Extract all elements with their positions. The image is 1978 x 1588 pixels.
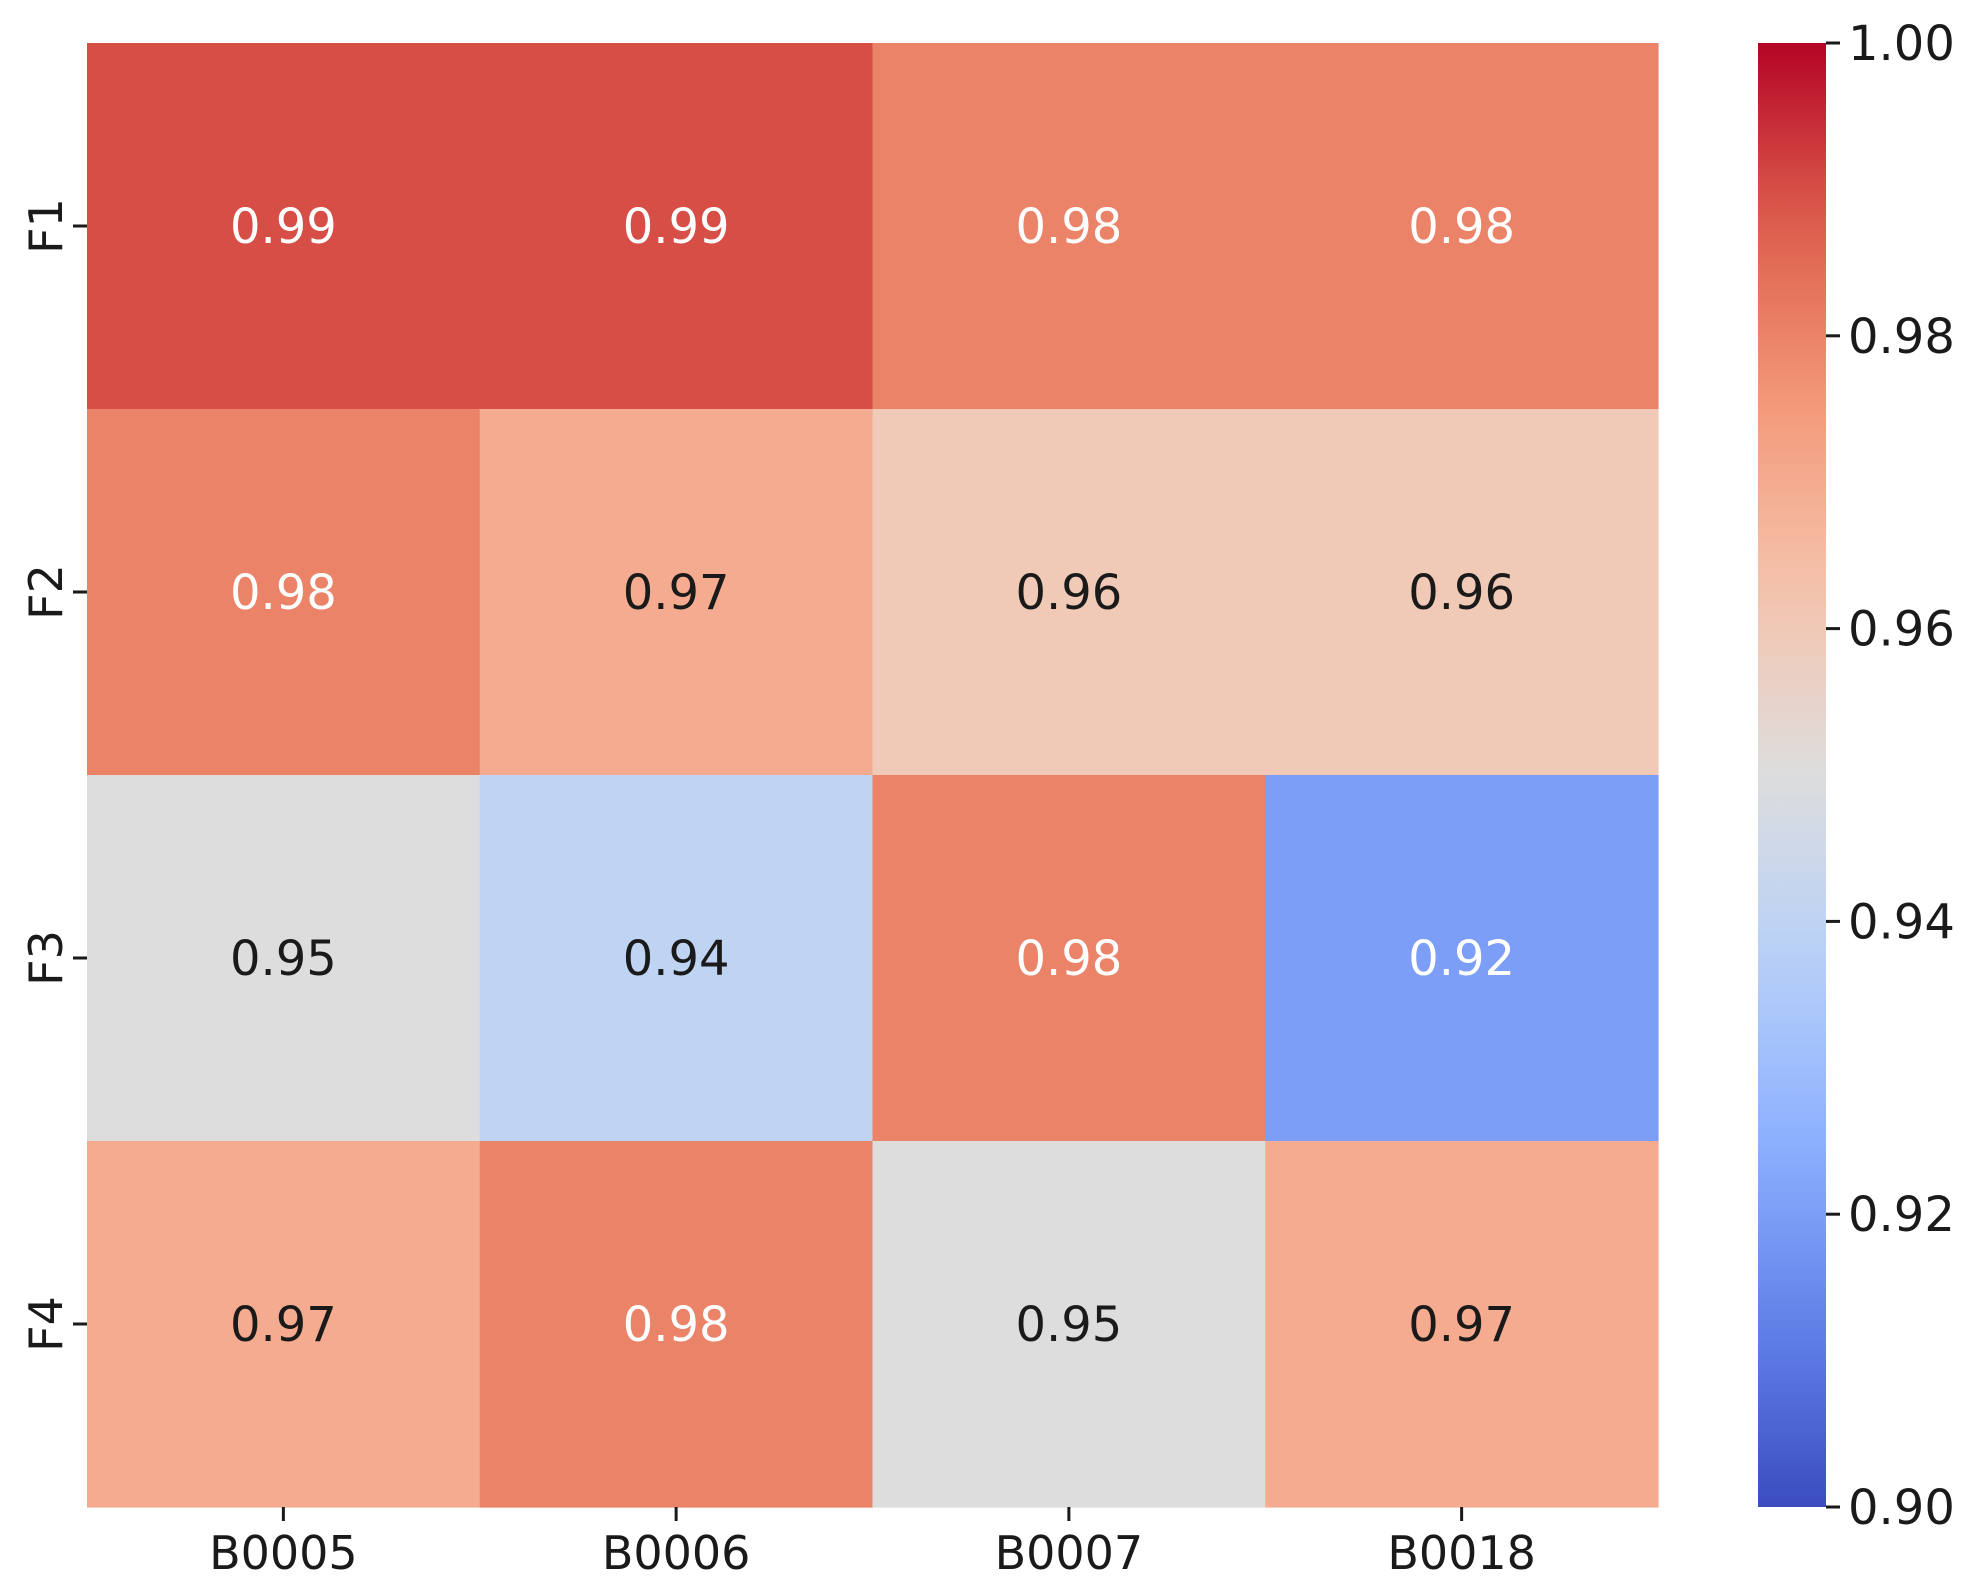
x-tick-label: B0018 [1387,1526,1536,1580]
y-axis: F1 F2 F3 F4 [19,198,87,1352]
heatmap-cell-f1-b0005 [87,43,481,410]
cell-value-label: 0.94 [623,931,730,987]
heatmap-cell-f2-b0006 [479,409,874,776]
heatmap-cell-f3-b0018 [1265,775,1659,1142]
heatmap-cell-f2-b0018 [1265,409,1659,776]
colorbar-tick-label: 0.98 [1848,309,1955,365]
heatmap-cell-f4-b0005 [87,1141,481,1508]
cell-value-label: 0.96 [1408,565,1515,621]
colorbar-tick-label: 1.00 [1848,16,1955,72]
colorbar-tick-label: 0.94 [1848,894,1955,950]
colorbar-tick-label: 0.96 [1848,602,1955,658]
cell-value-label: 0.98 [1015,199,1122,255]
cell-value-label: 0.97 [230,1297,337,1353]
heatmap-cell-f3-b0007 [872,775,1266,1142]
heatmap-cell-f4-b0006 [479,1141,874,1508]
cell-value-label: 0.98 [230,565,337,621]
cell-value-label: 0.99 [623,199,730,255]
heatmap-cell-f3-b0005 [87,775,481,1142]
y-tick-label: F3 [19,930,73,986]
cell-value-label: 0.98 [623,1297,730,1353]
heatmap-cell-f2-b0005 [87,409,481,776]
colorbar-tick-label: 0.90 [1848,1480,1955,1536]
cell-value-label: 0.98 [1408,199,1515,255]
heatmap-cells: 0.99 0.99 0.98 0.98 0.98 0.97 0.96 0.96 0.95 0.94… [87,43,1659,1508]
cell-value-label: 0.99 [230,199,337,255]
y-tick-label: F2 [19,564,73,620]
heatmap-cell-f1-b0007 [872,43,1266,410]
cell-value-label: 0.92 [1408,931,1515,987]
x-axis: B0005 B0006 B0007 B0018 [209,1507,1536,1580]
heatmap-cell-f1-b0018 [1265,43,1659,410]
cell-value-label: 0.95 [1015,1297,1122,1353]
heatmap-cell-f4-b0007 [872,1141,1266,1508]
colorbar: 0.90 0.92 0.94 0.96 0.98 1.00 [1758,16,1955,1536]
cell-value-label: 0.98 [1015,931,1122,987]
colorbar-tick-label: 0.92 [1848,1187,1955,1243]
heatmap-cell-f4-b0018 [1265,1141,1659,1508]
cell-value-label: 0.96 [1015,565,1122,621]
heatmap-cell-f2-b0007 [872,409,1266,776]
heatmap-cell-f3-b0006 [479,775,874,1142]
y-tick-label: F1 [19,198,73,254]
heatmap-cell-f1-b0006 [479,43,874,410]
x-tick-label: B0007 [995,1526,1144,1580]
colorbar-strip [1758,43,1826,1507]
cell-value-label: 0.97 [1408,1297,1515,1353]
cell-value-label: 0.97 [623,565,730,621]
y-tick-label: F4 [19,1296,73,1352]
cell-value-label: 0.95 [230,931,337,987]
x-tick-label: B0005 [209,1526,358,1580]
x-tick-label: B0006 [602,1526,751,1580]
